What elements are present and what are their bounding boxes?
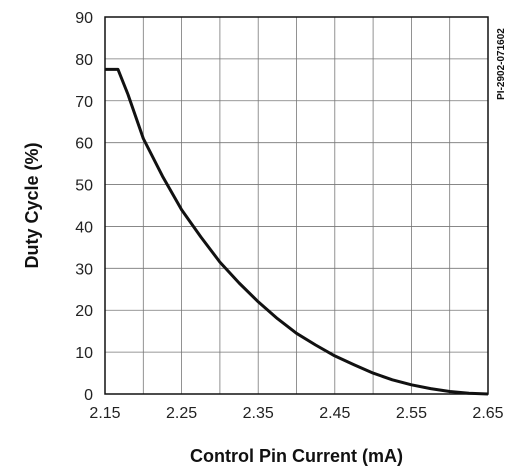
x-tick-label: 2.25 <box>166 405 197 422</box>
y-tick-label: 70 <box>75 94 93 111</box>
plot-frame <box>104 16 489 395</box>
y-tick-label: 0 <box>84 387 93 404</box>
x-tick-labels: 2.15 2.25 2.35 2.45 2.55 2.65 <box>89 405 503 422</box>
y-tick-labels: 0 10 20 30 40 50 60 70 80 90 <box>75 10 93 404</box>
x-tick-label: 2.15 <box>89 405 120 422</box>
y-tick-label: 40 <box>75 219 93 236</box>
y-tick-label: 30 <box>75 261 93 278</box>
y-tick-label: 60 <box>75 136 93 153</box>
y-tick-label: 20 <box>75 303 93 320</box>
x-tick-label: 2.35 <box>243 405 274 422</box>
y-tick-label: 90 <box>75 10 93 27</box>
y-tick-label: 10 <box>75 345 93 362</box>
y-tick-label: 50 <box>75 178 93 195</box>
figure-id-annotation: PI-2902-071602 <box>496 28 507 100</box>
y-axis-title: Duty Cycle (%) <box>22 142 42 268</box>
y-tick-label: 80 <box>75 52 93 69</box>
x-tick-label: 2.65 <box>472 405 503 422</box>
x-tick-label: 2.55 <box>396 405 427 422</box>
duty-cycle-curve <box>105 67 489 396</box>
x-tick-label: 2.45 <box>319 405 350 422</box>
x-axis-title: Control Pin Current (mA) <box>190 446 403 466</box>
grid-lines <box>104 16 489 395</box>
